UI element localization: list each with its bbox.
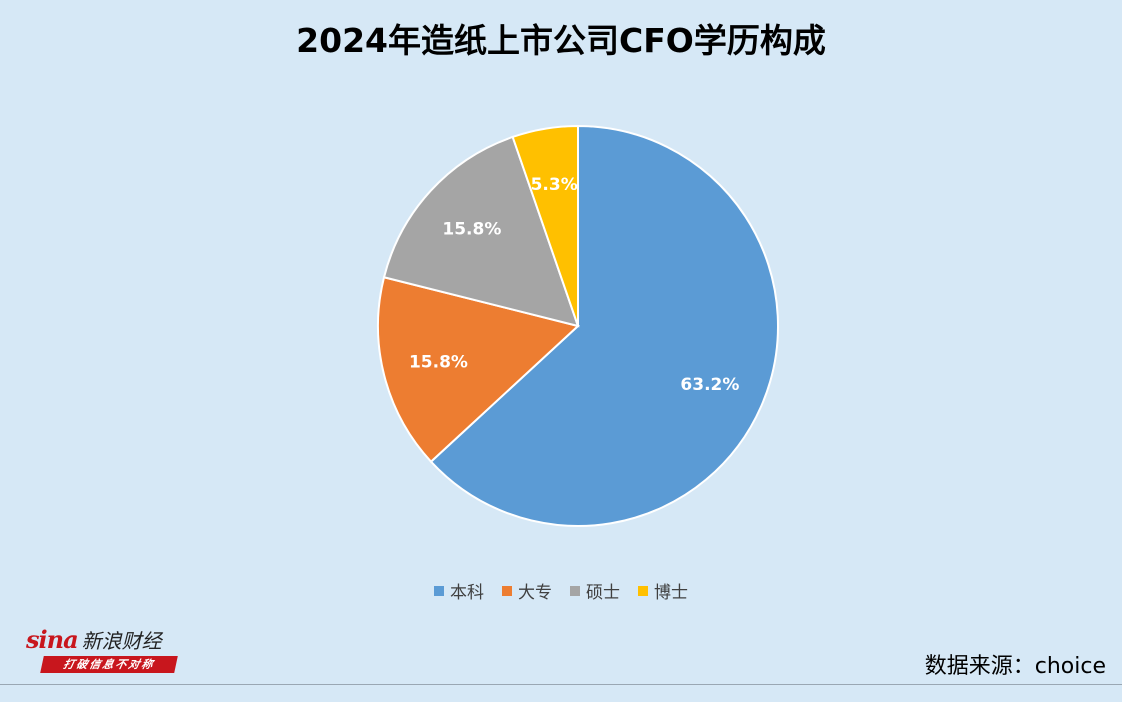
sina-finance-logo[interactable]: sina 新浪财经 打破信息不对称 xyxy=(26,624,186,676)
sina-finance-name: 新浪财经 xyxy=(81,629,162,653)
slice-master[interactable] xyxy=(382,135,580,328)
divider xyxy=(0,684,1122,685)
slice-doctorate[interactable] xyxy=(511,124,579,327)
legend-label: 博士 xyxy=(654,583,688,603)
legend-label: 大专 xyxy=(518,583,552,603)
legend: 本科 大专 硕士 博士 xyxy=(0,578,1122,603)
legend-swatch xyxy=(502,585,512,596)
slice-data-label: 5.3% xyxy=(531,175,578,195)
sina-logo-text: sina xyxy=(26,625,79,654)
data-source: 数据来源：choice xyxy=(924,654,1106,679)
legend-item-master[interactable]: 硕士 xyxy=(570,578,620,603)
chart-title: 2024年造纸上市公司CFO学历构成 xyxy=(296,21,826,60)
slice-junior-college[interactable] xyxy=(377,276,581,464)
slice-data-label: 15.8% xyxy=(442,220,501,240)
slice-data-label: 15.8% xyxy=(409,353,468,373)
legend-swatch xyxy=(638,585,648,596)
legend-item-doctorate[interactable]: 博士 xyxy=(638,578,688,603)
legend-swatch xyxy=(570,585,580,596)
slice-undergraduate[interactable] xyxy=(429,124,779,527)
slice-data-label: 63.2% xyxy=(680,375,739,395)
legend-swatch xyxy=(434,585,444,596)
legend-label: 本科 xyxy=(450,583,484,603)
legend-label: 硕士 xyxy=(586,583,620,603)
legend-item-undergraduate[interactable]: 本科 xyxy=(434,578,484,603)
sina-slogan: 打破信息不对称 xyxy=(40,656,178,673)
legend-item-junior-college[interactable]: 大专 xyxy=(502,578,552,603)
